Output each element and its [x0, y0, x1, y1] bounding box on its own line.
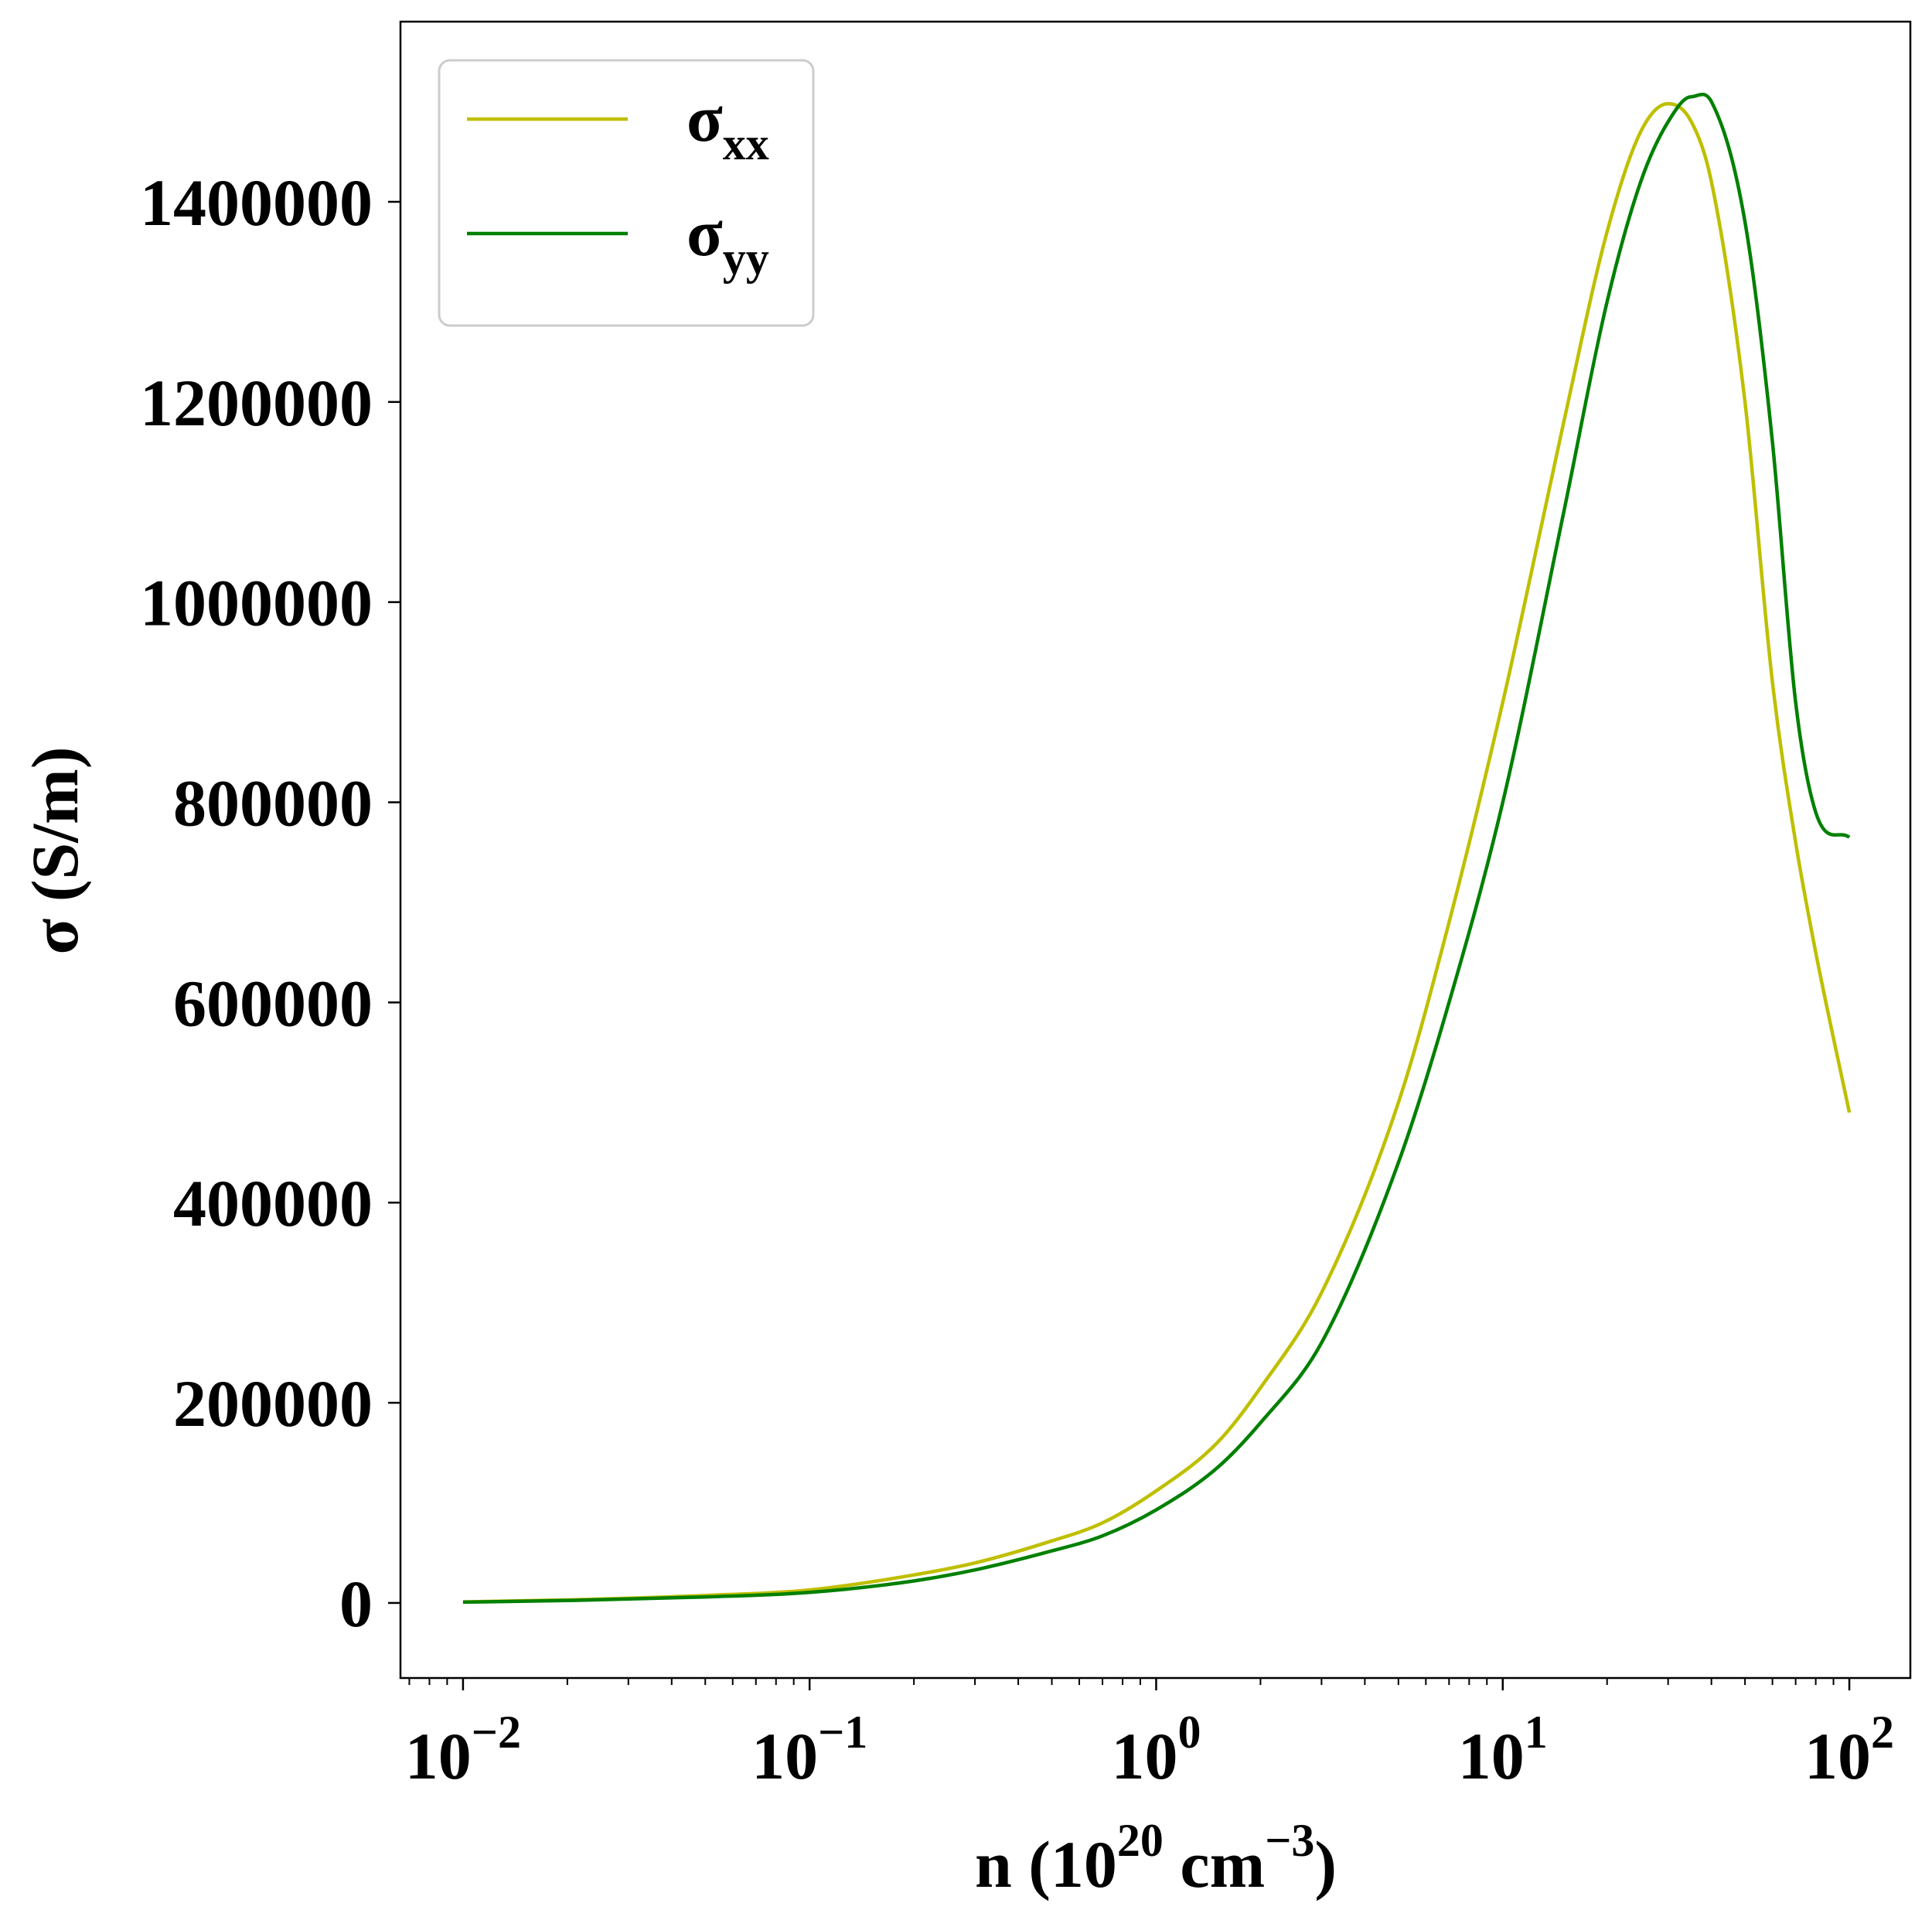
- y-tick-label: 800000: [173, 766, 373, 841]
- x-tick-label-exp: 2: [1871, 1707, 1894, 1758]
- x-tick-label-exp: 1: [1525, 1707, 1548, 1758]
- x-tick-label: 102: [1804, 1707, 1894, 1793]
- x-tick-label: 10−1: [751, 1707, 867, 1793]
- legend-label-base: σ: [687, 196, 723, 270]
- x-axis-title-exp2: −3: [1265, 1815, 1314, 1866]
- x-axis-title-exp1: 20: [1117, 1815, 1164, 1866]
- x-axis-title-mid: cm: [1164, 1827, 1265, 1901]
- x-tick-label: 101: [1458, 1707, 1548, 1793]
- y-tick-label: 600000: [173, 966, 373, 1040]
- series-line-yy: [462, 92, 1851, 1605]
- y-axis-title: σ (S/m): [18, 747, 92, 955]
- x-tick-label: 10−2: [405, 1707, 521, 1793]
- y-axis-ticks: 0 200000 400000 600000 800000 1000000 1200000 1…: [140, 165, 400, 1641]
- legend-label-yy: σyy: [687, 196, 769, 284]
- x-axis-title-main: n (10: [975, 1827, 1117, 1901]
- y-tick-label: 0: [339, 1567, 373, 1641]
- y-tick-label: 400000: [173, 1166, 373, 1240]
- y-tick-label: 200000: [173, 1366, 373, 1441]
- y-tick-label: 1200000: [140, 366, 373, 440]
- legend-label-sub: xx: [723, 118, 769, 169]
- series-layer: [462, 92, 1852, 1605]
- x-tick-label-exp: −1: [818, 1707, 867, 1758]
- x-axis-title: n (1020 cm−3): [975, 1815, 1337, 1901]
- x-tick-label-base: 10: [1458, 1719, 1525, 1793]
- x-tick-label-exp: 0: [1177, 1707, 1201, 1758]
- x-tick-label: 100: [1111, 1707, 1201, 1793]
- y-tick-label: 1000000: [140, 566, 373, 640]
- series-line-xx: [462, 101, 1852, 1604]
- x-tick-label-base: 10: [405, 1719, 472, 1793]
- legend-label-base: σ: [687, 81, 723, 155]
- x-tick-label-base: 10: [751, 1719, 818, 1793]
- x-tick-label-base: 10: [1111, 1719, 1177, 1793]
- legend-label-xx: σxx: [687, 81, 769, 169]
- legend-box: [438, 59, 815, 327]
- legend-label-sub: yy: [723, 233, 769, 284]
- x-tick-label-base: 10: [1804, 1719, 1871, 1793]
- x-axis-ticks: 10−2 10−1 100 101 102: [405, 1678, 1894, 1793]
- x-axis-title-end: ): [1314, 1827, 1337, 1901]
- x-tick-label-exp: −2: [472, 1707, 521, 1758]
- y-tick-label: 1400000: [140, 165, 373, 240]
